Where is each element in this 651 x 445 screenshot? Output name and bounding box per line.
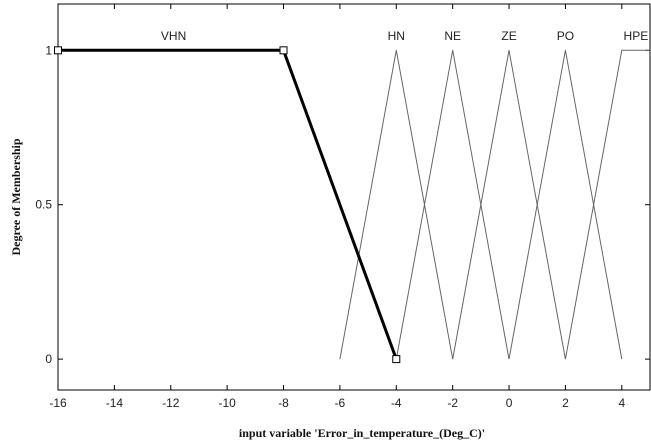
- y-tick-label: 0: [45, 352, 52, 366]
- vertex-marker: [279, 46, 288, 55]
- mf-label-ze: ZE: [501, 29, 516, 43]
- mf-label-hn: HN: [388, 29, 405, 43]
- mf-label-ne: NE: [444, 29, 461, 43]
- axes-layer: -16 -14 -12 -10 -8 -6 -4 -2 0 2 4 0 0.5 1: [35, 3, 651, 410]
- x-tick-label: -4: [391, 396, 402, 410]
- plot-frame: [57, 3, 651, 391]
- mf-curve-hpe: [564, 49, 650, 360]
- labels-layer: VHN HN NE ZE PO HPE: [161, 29, 648, 43]
- mf-label-vhn: VHN: [161, 29, 186, 43]
- mf-curve-ze: [452, 49, 566, 360]
- series-layer: [54, 46, 650, 364]
- x-tick-label: -12: [162, 396, 180, 410]
- vertex-marker: [392, 355, 401, 364]
- mf-curve-po: [508, 49, 623, 360]
- mf-curve-hn: [339, 49, 454, 360]
- mf-curve-ne: [395, 49, 510, 360]
- mf-label-hpe: HPE: [624, 29, 649, 43]
- x-tick-label: 4: [618, 396, 625, 410]
- y-tick-label: 1: [45, 43, 52, 57]
- x-tick-label: -10: [218, 396, 236, 410]
- x-tick-label: 0: [506, 396, 513, 410]
- x-tick-label: -8: [278, 396, 289, 410]
- x-tick-label: 2: [562, 396, 569, 410]
- mf-label-po: PO: [557, 29, 574, 43]
- x-axis-title: input variable 'Error_in_temperature_(De…: [239, 426, 485, 440]
- x-tick-label: -16: [49, 396, 67, 410]
- x-tick-label: -14: [106, 396, 124, 410]
- x-tick-label: -6: [335, 396, 346, 410]
- mf-curve-vhn: [58, 48, 398, 360]
- vertex-marker: [54, 46, 62, 55]
- x-tick-label: -2: [447, 396, 458, 410]
- y-tick-label: 0.5: [35, 198, 52, 212]
- y-axis-title: Degree of Membership: [9, 138, 23, 255]
